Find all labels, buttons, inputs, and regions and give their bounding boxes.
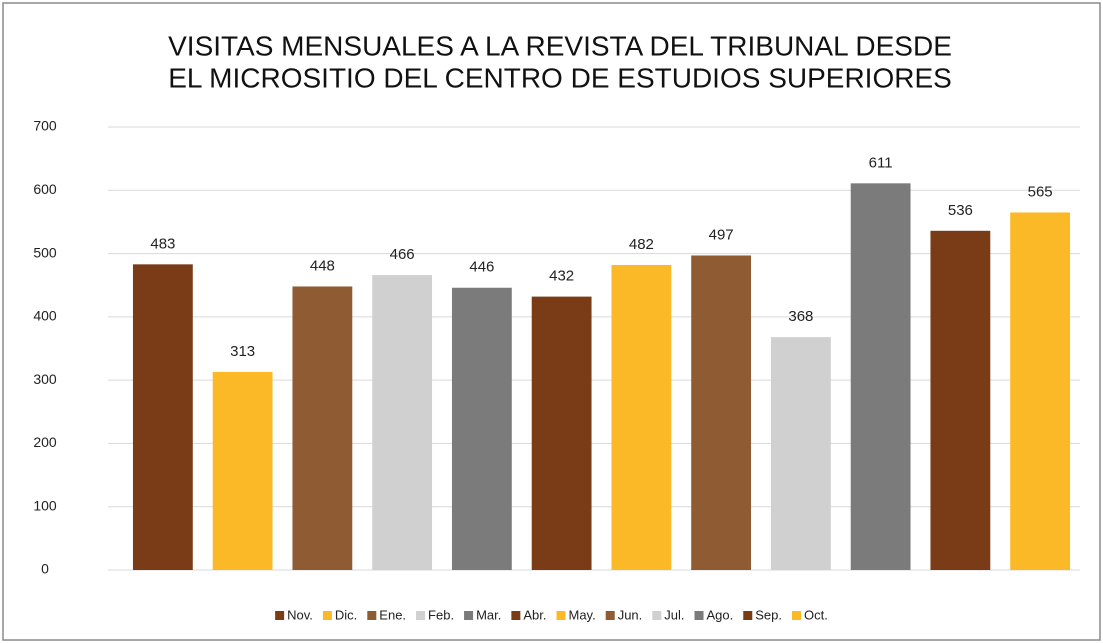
data-label: 448 (310, 257, 335, 274)
bar (372, 275, 433, 570)
legend-swatch (275, 611, 285, 620)
legend-label: Jul. (664, 607, 684, 622)
data-label: 466 (390, 246, 415, 263)
bar (611, 264, 672, 570)
y-tick-label: 700 (33, 118, 57, 134)
bar (850, 183, 911, 570)
legend-swatch (556, 611, 566, 620)
data-label: 482 (629, 236, 654, 253)
legend-label: May. (568, 607, 595, 622)
legend-label: Oct. (804, 607, 828, 622)
bar (531, 296, 592, 570)
bar (691, 255, 752, 570)
legend-label: Jun. (618, 607, 643, 622)
legend-swatch (322, 611, 332, 620)
bar (770, 337, 831, 570)
legend-label: Feb. (428, 607, 454, 622)
y-tick-label: 500 (33, 244, 57, 260)
legend-swatch (743, 611, 753, 620)
legend-label: Mar. (476, 607, 501, 622)
legend-swatch (416, 611, 426, 620)
legend-label: Sep. (755, 607, 782, 622)
y-tick-label: 100 (33, 497, 57, 513)
data-label: 368 (788, 308, 813, 325)
legend-swatch (367, 611, 377, 620)
bar (132, 264, 193, 570)
bar (1010, 212, 1071, 570)
data-label: 497 (709, 226, 734, 243)
data-label: 611 (869, 154, 893, 171)
legend-swatch (464, 611, 474, 620)
legend-swatch (511, 611, 521, 620)
y-tick-label: 400 (33, 308, 57, 324)
legend-label: Nov. (287, 607, 313, 622)
data-label: 483 (150, 235, 175, 252)
y-tick-label: 200 (33, 434, 57, 450)
data-label: 432 (549, 268, 574, 285)
y-tick-label: 300 (33, 371, 57, 387)
legend-label: Ene. (379, 607, 406, 622)
bar (930, 230, 991, 570)
y-tick-label: 0 (41, 561, 49, 577)
legend-label: Abr. (523, 607, 546, 622)
chart-title: VISITAS MENSUALES A LA REVISTA DEL TRIBU… (168, 30, 952, 61)
data-label: 446 (469, 259, 494, 276)
data-label: 536 (948, 202, 973, 219)
legend-swatch (605, 611, 615, 620)
data-label: 565 (1028, 183, 1053, 200)
y-tick-label: 600 (33, 181, 57, 197)
chart-title: EL MICROSITIO DEL CENTRO DE ESTUDIOS SUP… (168, 62, 952, 93)
legend-swatch (792, 611, 802, 620)
data-label: 313 (230, 343, 255, 360)
bar (212, 371, 273, 570)
legend-label: Ago. (707, 607, 734, 622)
legend-label: Dic. (335, 607, 357, 622)
bar (451, 287, 512, 570)
legend-swatch (694, 611, 704, 620)
legend-swatch (652, 611, 662, 620)
bar (292, 286, 353, 570)
